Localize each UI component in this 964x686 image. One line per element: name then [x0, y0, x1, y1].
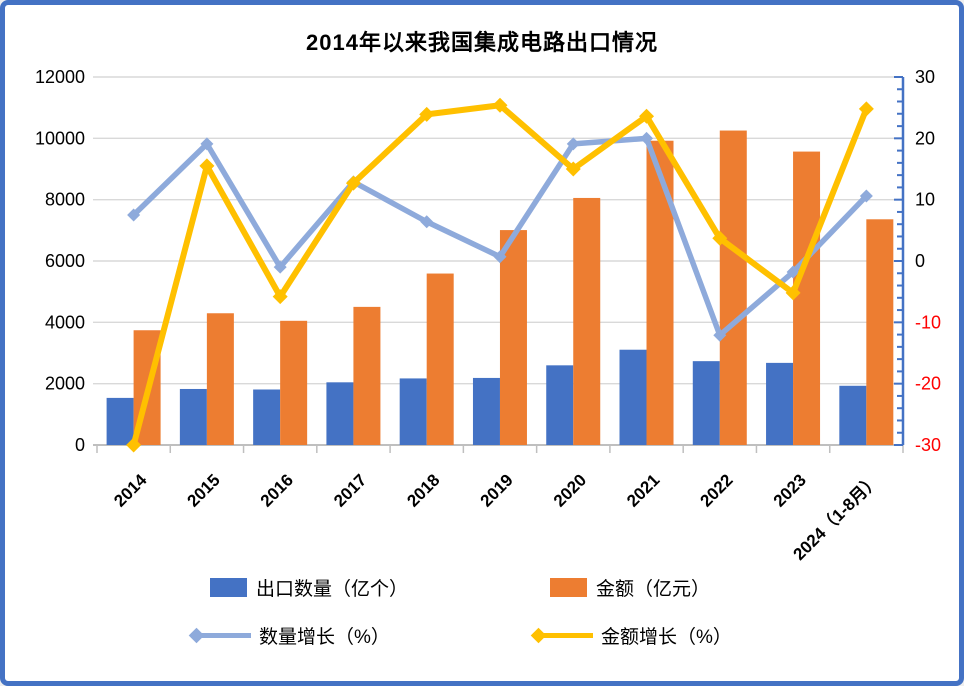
diamond-marker-icon — [493, 250, 507, 264]
diamond-marker-icon — [640, 131, 654, 145]
right-axis-label: 20 — [915, 128, 935, 148]
left-axis-label: 12000 — [35, 67, 85, 87]
diamond-marker-icon — [272, 289, 288, 305]
bar-2021 — [646, 140, 674, 445]
x-axis-label: 2019 — [477, 470, 517, 510]
x-axis-label: 2020 — [550, 470, 590, 510]
left-axis-label: 6000 — [45, 251, 85, 271]
left-axis-label: 0 — [75, 435, 85, 455]
diamond-marker-icon — [126, 437, 142, 453]
diamond-marker-icon — [492, 97, 508, 113]
diamond-marker-icon — [786, 265, 800, 279]
left-axis-label: 2000 — [45, 374, 85, 394]
bar-2015 — [206, 313, 234, 445]
right-axis-label: -20 — [915, 374, 941, 394]
diamond-marker-icon — [566, 137, 580, 151]
diamond-marker-icon — [345, 175, 361, 191]
diamond-marker-icon — [713, 328, 727, 342]
legend-label-amount: 金额（亿元） — [596, 578, 711, 600]
right-axis-label: -30 — [915, 435, 941, 455]
diamond-marker-icon — [273, 260, 287, 274]
diamond-marker-icon — [565, 161, 581, 177]
legend-label-quantity: 出口数量（亿个） — [256, 578, 409, 600]
bar-2024（1-8月） — [839, 385, 867, 445]
bar-2021 — [619, 349, 647, 445]
quantity-bar-swatch — [210, 577, 247, 597]
x-axis-label: 2016 — [257, 470, 297, 510]
right-axis-label: 10 — [915, 190, 935, 210]
x-axis-label: 2017 — [330, 470, 370, 510]
legend-item-amount-growth: 金额增长（%） — [530, 621, 732, 649]
diamond-marker-icon — [188, 627, 205, 643]
quantity-growth-line-swatch — [188, 627, 251, 643]
amount-growth-line-swatch — [530, 627, 593, 643]
bar-2017 — [326, 382, 354, 445]
bar-2024（1-8月） — [866, 219, 894, 445]
legend-label-amount-growth: 金额增长（%） — [601, 626, 732, 648]
diamond-marker-icon — [639, 108, 655, 124]
left-axis-label: 8000 — [45, 190, 85, 210]
diamond-marker-icon — [419, 106, 435, 122]
bar-2018 — [426, 273, 454, 445]
bar-2014 — [106, 397, 134, 445]
bar-2018 — [399, 378, 427, 445]
diamond-marker-icon — [858, 101, 874, 117]
bar-2020 — [546, 365, 574, 445]
bar-2019 — [472, 377, 500, 445]
x-axis-label: 2023 — [770, 470, 810, 510]
left-axis-label: 10000 — [35, 128, 85, 148]
bar-2022 — [719, 130, 747, 445]
bar-2020 — [573, 197, 601, 445]
chart-canvas: -30 -20 -10 0 10 20 30 0 2000 4000 6000 8000 10000 12… — [35, 67, 941, 564]
bar-2016 — [280, 320, 308, 445]
diamond-marker-icon — [199, 158, 215, 174]
bar-2019 — [499, 230, 527, 445]
bar-2023 — [766, 362, 794, 445]
bar-2015 — [179, 388, 207, 445]
amount-bar-swatch — [550, 577, 587, 597]
diamond-marker-icon — [785, 285, 801, 301]
bar-2023 — [793, 151, 821, 445]
bar-2022 — [692, 361, 720, 445]
diamond-marker-icon — [530, 627, 547, 643]
bar-2017 — [353, 306, 381, 445]
legend-item-amount: 金额（亿元） — [550, 573, 710, 601]
x-axis-label: 2014 — [110, 470, 151, 511]
x-axis-label: 2015 — [184, 470, 224, 510]
legend-item-export-quantity: 出口数量（亿个） — [210, 573, 408, 601]
diamond-marker-icon — [420, 215, 434, 229]
legend-label-quantity-growth: 数量增长（%） — [259, 626, 390, 648]
chart-title: 2014年以来我国集成电路出口情况 — [306, 30, 658, 55]
diamond-marker-icon — [859, 189, 873, 203]
diamond-marker-icon — [127, 208, 141, 222]
legend-item-quantity-growth: 数量增长（%） — [188, 621, 390, 649]
x-axis-label: 2018 — [403, 470, 443, 510]
bar-2016 — [253, 389, 281, 445]
right-axis-label: 0 — [915, 251, 925, 271]
x-axis-label: 2022 — [696, 470, 736, 510]
diamond-marker-icon — [200, 137, 214, 151]
right-axis-label: 30 — [915, 67, 935, 87]
left-axis-label: 4000 — [45, 312, 85, 332]
right-axis-label: -10 — [915, 312, 941, 332]
x-axis-label: 2021 — [623, 470, 663, 510]
diamond-marker-icon — [712, 230, 728, 246]
